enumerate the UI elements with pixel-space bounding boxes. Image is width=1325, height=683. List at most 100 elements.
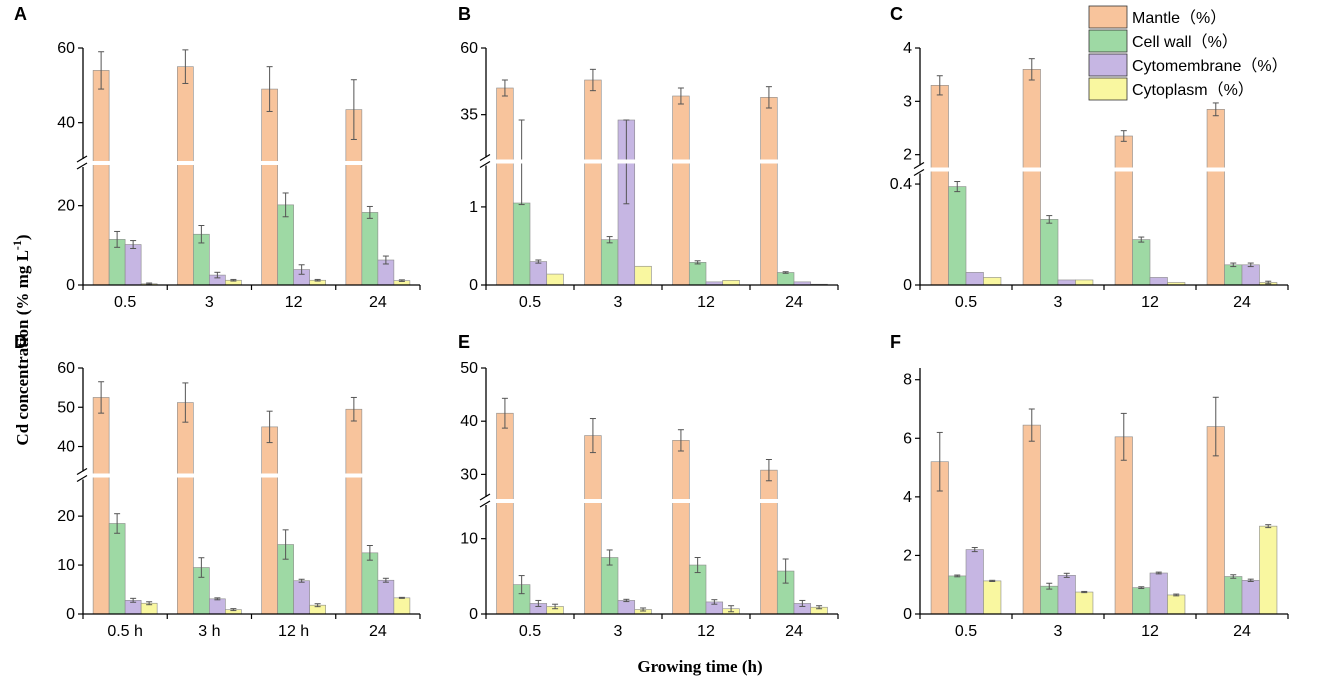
y-axis-title: Cd concentration (% mg L-1) — [10, 234, 32, 445]
legend-label-cytomembrane: Cytomembrane（%） — [1132, 57, 1288, 75]
bar-cell-wall-4 — [1224, 264, 1243, 286]
bar-mantle-2 — [584, 435, 602, 615]
bar-cytoplasm-4 — [1259, 525, 1278, 615]
bar-cytomembrane-2 — [617, 600, 636, 615]
y-tick-label: 0 — [903, 606, 912, 623]
bar-cell-wall-4 — [1224, 576, 1243, 615]
bar-mantle-3 — [1114, 135, 1133, 286]
panel-E: E 0 10 30 40 50 0.5 3 12 24 — [458, 332, 839, 640]
legend-label-cytoplasm: Cytoplasm（%） — [1132, 81, 1254, 99]
x-tick-label: 24 — [785, 623, 803, 640]
bar-cell-wall-4 — [776, 272, 795, 286]
bar-cell-wall-1 — [948, 186, 967, 286]
panel-letter: E — [458, 332, 470, 352]
bar-cell-wall-4 — [361, 212, 379, 286]
bar-cytoplasm-1 — [983, 277, 1002, 286]
legend-swatch-cytoplasm — [1088, 77, 1128, 101]
bar-cytomembrane-4 — [1241, 264, 1260, 286]
y-tick-label: 3 — [903, 93, 912, 110]
bar-cell-wall-3 — [688, 262, 707, 286]
bar-mantle-1 — [930, 85, 949, 286]
bar-cytoplasm-2 — [634, 265, 652, 286]
y-tick-label: 0.4 — [890, 176, 912, 193]
x-axis-title: Growing time (h) — [637, 657, 762, 676]
axis-break-mark — [479, 153, 491, 162]
bar-cytomembrane-4 — [377, 579, 395, 615]
y-tick-label: 0 — [66, 277, 75, 294]
panel-A: A 0 20 40 60 0.5 3 12 24 — [14, 4, 421, 311]
axis-break-gap — [921, 167, 1288, 172]
axis-break-mark — [76, 155, 88, 163]
bar-cell-wall-4 — [361, 552, 379, 615]
bar-cytomembrane-1 — [965, 272, 984, 286]
x-tick-label: 12 — [697, 294, 715, 311]
legend-swatch-cytomembrane — [1088, 53, 1128, 77]
y-tick-label: 10 — [460, 531, 478, 548]
bar-cytomembrane-2 — [209, 598, 226, 615]
x-tick-label: 12 — [285, 294, 303, 311]
bar-cell-wall-2 — [600, 239, 619, 286]
axis-break-mask — [914, 166, 924, 173]
x-tick-label: 3 — [614, 294, 623, 311]
bar-cytoplasm-4 — [393, 597, 411, 615]
x-tick-label: 12 h — [278, 623, 309, 640]
bar-cytomembrane-3 — [1149, 277, 1168, 286]
bar-cytoplasm-3 — [1167, 594, 1186, 615]
panel-C: C 0 0.4 2 3 4 0.5 3 12 24 — [890, 4, 1289, 311]
bar-mantle-1 — [496, 412, 514, 615]
x-tick-label: 24 — [369, 623, 387, 640]
y-tick-label: 50 — [57, 399, 75, 416]
y-tick-label: 0 — [903, 277, 912, 294]
y-tick-label: 20 — [57, 198, 75, 215]
axis-break-mark — [76, 467, 88, 476]
y-tick-label: 35 — [460, 107, 478, 124]
axis-break-gap — [84, 161, 420, 165]
bar-mantle-1 — [92, 397, 110, 615]
axis-break-mark — [479, 160, 491, 169]
legend: Mantle（%） Cell wall（%） Cytomembrane（%） Cyto… — [1088, 5, 1288, 101]
y-tick-label: 20 — [57, 508, 75, 525]
y-axis-title-superscript: -1 — [10, 240, 24, 250]
x-tick-label: 3 — [205, 294, 214, 311]
bar-cytomembrane-2 — [1057, 575, 1076, 615]
legend-swatch-mantle — [1088, 5, 1128, 29]
axis-break-mask — [480, 158, 490, 165]
axis-break-mark — [479, 500, 491, 508]
legend-label-cell-wall: Cell wall（%） — [1132, 33, 1238, 51]
bar-cytoplasm-1 — [546, 273, 564, 286]
y-tick-label: 1 — [469, 199, 478, 216]
x-tick-label: 12 — [1141, 294, 1159, 311]
y-tick-label: 40 — [57, 439, 75, 456]
y-tick-label: 40 — [460, 413, 478, 430]
y-tick-label: 0 — [66, 606, 75, 623]
panel-letter: A — [14, 4, 27, 24]
bar-cytomembrane-1 — [529, 261, 548, 286]
y-tick-label: 0 — [469, 277, 478, 294]
panel-letter: C — [890, 4, 903, 24]
y-tick-label: 10 — [57, 557, 75, 574]
x-tick-label: 24 — [1233, 623, 1251, 640]
x-tick-label: 12 — [697, 623, 715, 640]
bar-mantle-3 — [672, 95, 690, 286]
y-axis-title-text: Cd concentration (% mg L — [13, 250, 32, 445]
bar-cytoplasm-1 — [983, 580, 1002, 615]
panel-letter: B — [458, 4, 471, 24]
bar-mantle-2 — [177, 402, 194, 615]
bar-cell-wall-3 — [1132, 239, 1151, 286]
y-tick-label: 8 — [903, 372, 912, 389]
bar-cytomembrane-2 — [1057, 279, 1076, 286]
legend-swatch-cell-wall — [1088, 29, 1128, 53]
y-tick-label: 60 — [460, 40, 478, 57]
bar-cytomembrane-3 — [1149, 572, 1168, 615]
axis-break-mark — [76, 474, 88, 483]
y-tick-label: 50 — [460, 360, 478, 377]
bar-cell-wall-2 — [1040, 219, 1059, 286]
bar-cytomembrane-1 — [124, 244, 142, 286]
axis-break-mark — [76, 162, 88, 170]
bar-cell-wall-2 — [1040, 585, 1059, 615]
x-tick-label: 3 — [1054, 623, 1063, 640]
axis-break-mark — [479, 493, 491, 501]
bar-mantle-4 — [345, 408, 363, 615]
bar-mantle-3 — [672, 440, 690, 615]
x-tick-label: 0.5 — [519, 623, 541, 640]
